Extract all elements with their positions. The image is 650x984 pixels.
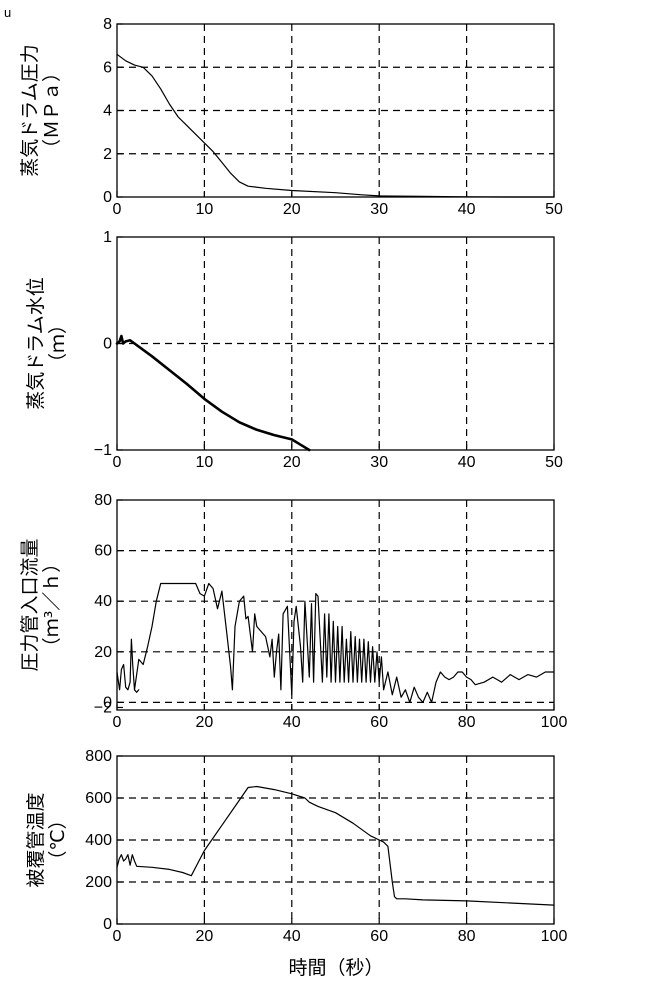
y-axis-label-line: （ｍ）	[47, 315, 69, 372]
y-tick-label: 800	[85, 748, 112, 765]
x-tick-label: 80	[458, 928, 476, 945]
x-tick-label: 10	[196, 454, 214, 471]
x-tick-label: 0	[113, 714, 122, 731]
y-axis-label-line: 蒸気ドラム水位	[25, 277, 47, 409]
y-tick-label: −2	[94, 699, 112, 716]
x-tick-label: 20	[196, 714, 214, 731]
x-tick-label: 40	[283, 928, 301, 945]
x-tick-label: 0	[113, 201, 122, 218]
y-tick-label: 1	[103, 229, 112, 246]
x-tick-label: 0	[113, 454, 122, 471]
x-tick-label: 0	[113, 928, 122, 945]
y-axis-label: 蒸気ドラム圧力（ＭＰａ）	[19, 44, 63, 176]
x-tick-label: 40	[458, 454, 476, 471]
y-tick-label: 40	[94, 593, 112, 610]
x-tick-label: 30	[370, 201, 388, 218]
y-tick-label: 0	[103, 189, 112, 206]
y-axis-label: 圧力管入口流量（ｍ³／ｈ）	[19, 538, 63, 671]
y-axis-label: 蒸気ドラム水位（ｍ）	[25, 277, 69, 409]
y-tick-label: 60	[94, 543, 112, 560]
y-axis-label-line: 被覆管温度	[25, 792, 47, 887]
y-tick-label: 0	[103, 694, 112, 711]
y-axis-label-line: （ＭＰａ）	[41, 63, 63, 158]
chart-panel-1: 0 10 20 30 40 50 0 2 4 6 8 蒸気ドラム圧力（ＭＰａ）	[19, 16, 563, 218]
corner-mark: u	[4, 5, 11, 20]
y-tick-label: 2	[103, 146, 112, 163]
chart-panel-4: 0 20 40 60 80 100 0 200 400 600 800 被覆管温度（℃）	[25, 748, 567, 945]
x-tick-label: 50	[545, 454, 563, 471]
x-tick-label: 60	[370, 714, 388, 731]
data-series-line-1	[116, 582, 555, 703]
x-tick-label: 60	[370, 928, 388, 945]
x-tick-label: 10	[196, 201, 214, 218]
data-series-line-1	[115, 334, 311, 452]
x-tick-label: 20	[283, 454, 301, 471]
x-tick-label: 80	[458, 714, 476, 731]
x-tick-label: 40	[283, 714, 301, 731]
data-series-line-1	[116, 785, 555, 906]
y-axis-label-line: （℃）	[47, 810, 69, 869]
data-series-line-1	[116, 53, 555, 198]
x-tick-label: 40	[458, 201, 476, 218]
x-tick-label: 50	[545, 201, 563, 218]
y-tick-label: 20	[94, 644, 112, 661]
y-tick-label: 80	[94, 492, 112, 509]
x-tick-label: 20	[283, 201, 301, 218]
y-tick-label: 600	[85, 790, 112, 807]
y-axis-label-line: （ｍ³／ｈ）	[41, 554, 63, 657]
data-series-line-2	[133, 689, 140, 693]
y-axis-label-line: 圧力管入口流量	[19, 538, 41, 671]
y-tick-label: 4	[103, 103, 112, 120]
y-axis-label-line: 蒸気ドラム圧力	[19, 44, 41, 176]
x-tick-label: 100	[541, 928, 568, 945]
y-tick-label: −1	[94, 442, 112, 459]
x-tick-label: 20	[196, 928, 214, 945]
y-tick-label: 0	[103, 916, 112, 933]
chart-panel-3: 0 20 40 60 80 100 −20 20 40 60 80 圧力管入口流量（ｍ³／ｈ）	[19, 492, 567, 731]
plot-frame	[116, 499, 555, 711]
x-tick-label: 30	[370, 454, 388, 471]
y-tick-label: 200	[85, 874, 112, 891]
x-axis-label: 時間（秒）	[288, 957, 383, 979]
y-tick-label: 8	[103, 16, 112, 33]
y-axis-label: 被覆管温度（℃）	[25, 792, 69, 887]
y-tick-label: 6	[103, 59, 112, 76]
x-tick-label: 100	[541, 714, 568, 731]
y-tick-label: 0	[103, 336, 112, 353]
y-tick-label: 400	[85, 832, 112, 849]
